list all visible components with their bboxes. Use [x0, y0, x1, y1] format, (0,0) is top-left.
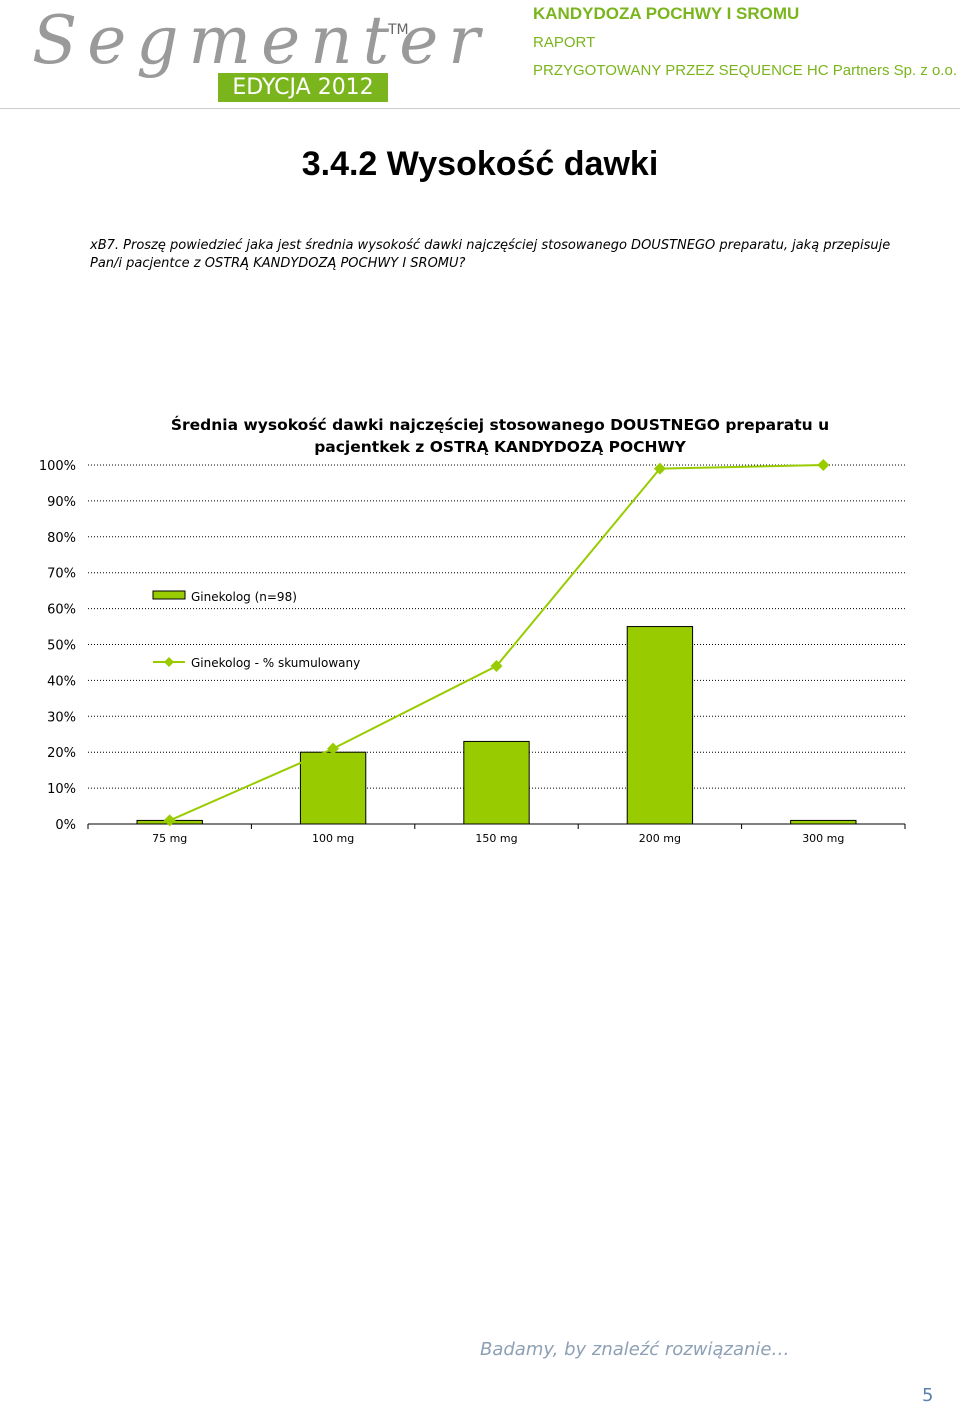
y-tick-label: 30% — [47, 710, 76, 725]
marker — [163, 814, 176, 827]
y-tick-label: 100% — [39, 459, 76, 474]
page-number: 5 — [922, 1385, 934, 1406]
legend-swatch — [152, 590, 186, 600]
y-tick-label: 70% — [47, 567, 76, 582]
marker — [817, 459, 830, 471]
marker — [490, 660, 503, 673]
y-tick-label: 90% — [47, 495, 76, 510]
marker — [653, 462, 666, 475]
y-tick-label: 0% — [55, 818, 76, 833]
legend-label: Ginekolog - % skumulowany — [191, 656, 360, 670]
logo: Segmenter — [32, 2, 490, 79]
y-tick-label: 60% — [47, 603, 76, 618]
legend-marker — [164, 657, 174, 667]
x-tick-label: 300 mg — [802, 832, 844, 845]
y-tick-label: 50% — [47, 639, 76, 654]
x-tick-label: 150 mg — [475, 832, 517, 845]
chart-title: Średnia wysokość dawki najczęściej stoso… — [170, 416, 830, 456]
question: xB7. Proszę powiedzieć jaka jest średnia… — [90, 238, 891, 271]
legend-label: Ginekolog (n=98) — [191, 590, 297, 604]
bar — [299, 751, 367, 825]
x-tick-label: 200 mg — [639, 832, 681, 845]
y-tick-label: 10% — [47, 782, 76, 797]
bar — [463, 740, 530, 825]
y-tick-label: 80% — [47, 531, 76, 546]
edition-badge: EDYCJA 2012 — [218, 73, 388, 102]
footer-slogan: Badamy, by znaleźć rozwiązanie… — [480, 1339, 790, 1360]
prepared-by: PRZYGOTOWANY PRZEZ SEQUENCE HC Partners … — [533, 62, 957, 79]
header-rule — [0, 108, 960, 109]
y-tick-label: 40% — [47, 674, 76, 689]
y-tick-label: 20% — [47, 746, 76, 761]
marker — [327, 742, 340, 755]
section-title: 3.4.2 Wysokość dawki — [301, 145, 659, 183]
report-title: KANDYDOZA POCHWY I SROMU — [533, 4, 800, 23]
trademark: TM — [388, 22, 409, 38]
x-tick-label: 75 mg — [152, 832, 187, 845]
x-tick-label: 100 mg — [312, 832, 354, 845]
report-type: RAPORT — [533, 34, 596, 51]
bar — [790, 819, 857, 825]
bar — [626, 626, 694, 825]
